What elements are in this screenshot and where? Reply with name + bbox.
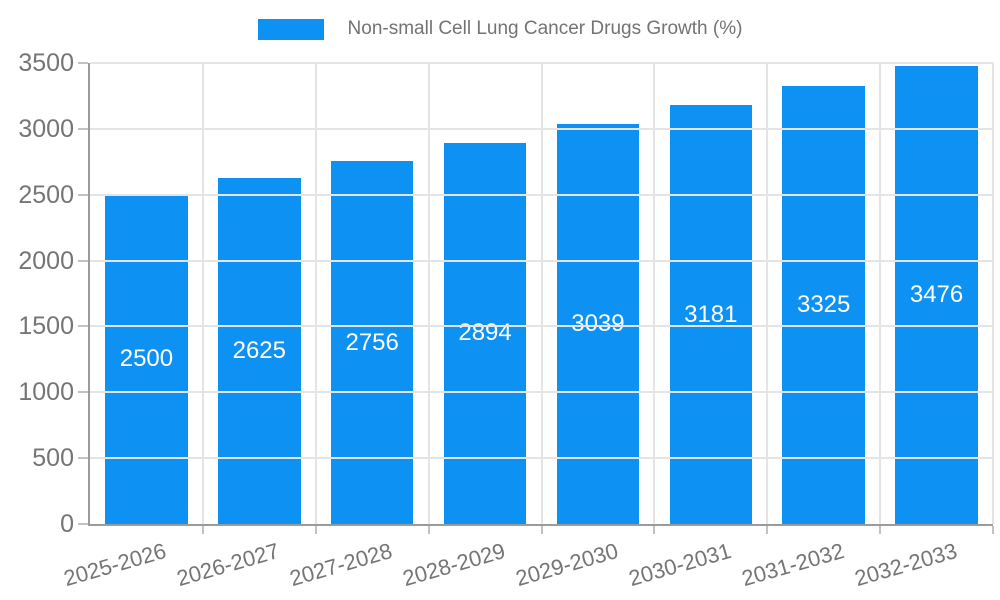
x-axis-tick [766,526,769,534]
x-axis-tick [540,526,543,534]
bar-slot: 3181 [654,63,767,524]
vertical-gridline [879,63,882,524]
legend-item[interactable]: Non-small Cell Lung Cancer Drugs Growth … [0,18,1000,40]
y-axis-label: 1500 [18,312,74,341]
bars-row: 2500 2625 2756 2894 3039 3181 3325 3476 [90,63,993,524]
x-axis-tick [879,526,882,534]
bar[interactable]: 3476 [895,66,978,524]
bar[interactable]: 2756 [330,161,414,524]
bar-value-label: 3181 [684,300,738,328]
x-axis-tick [201,526,204,534]
bar-slot: 3325 [767,63,880,524]
bar-slot: 2894 [429,63,542,524]
legend-color-swatch [257,18,324,40]
y-axis-label: 2500 [18,180,74,209]
y-axis-label: 0 [60,510,74,538]
y-axis-tick [78,193,88,196]
vertical-gridline [992,63,994,524]
bar[interactable]: 3325 [782,86,865,524]
y-axis-tick [78,62,88,64]
x-axis-tick [427,526,430,534]
vertical-gridline [427,63,430,524]
x-axis-tick [314,526,317,534]
bar[interactable]: 3039 [556,123,640,524]
x-axis-tick [992,526,994,534]
bar-value-label: 3325 [796,291,851,319]
bar[interactable]: 3181 [669,105,752,524]
bar-value-label: 3476 [909,281,964,309]
bar-slot: 3476 [880,63,993,524]
bar-value-label: 2500 [119,345,174,373]
y-axis-tick [78,127,88,130]
bar-slot: 2756 [316,63,429,524]
bar-value-label: 2756 [345,328,399,356]
vertical-gridline [314,63,317,524]
bar-slot: 2625 [203,63,316,524]
legend-label: Non-small Cell Lung Cancer Drugs Growth … [347,18,743,39]
vertical-gridline [653,63,656,524]
vertical-gridline [766,63,769,524]
bar[interactable]: 2625 [218,178,301,524]
bar-value-label: 2625 [232,337,286,365]
y-axis: 0 500 1000 1500 2000 2500 3000 3500 [0,51,74,537]
bar-value-label: 2894 [458,319,512,347]
vertical-gridline [540,63,543,524]
y-axis-tick [78,325,88,328]
y-axis-label: 500 [32,444,74,473]
bar[interactable]: 2500 [105,194,188,524]
y-axis-label: 1000 [18,378,74,407]
y-axis-tick [78,523,88,525]
y-axis-tick [78,457,88,460]
vertical-gridline [201,63,204,524]
bar-value-label: 3039 [571,309,625,337]
y-axis-tick [78,391,88,394]
bar-slot: 3039 [542,63,655,524]
bar[interactable]: 2894 [443,142,527,524]
y-axis-tick [78,259,88,262]
y-axis-label: 3500 [18,49,74,77]
y-axis-label: 3000 [18,114,74,143]
plot-area: 2500 2625 2756 2894 3039 3181 3325 3476 [78,62,994,534]
bar-slot: 2500 [90,63,203,524]
x-axis-tick [653,526,656,534]
y-axis-label: 2000 [18,246,74,275]
